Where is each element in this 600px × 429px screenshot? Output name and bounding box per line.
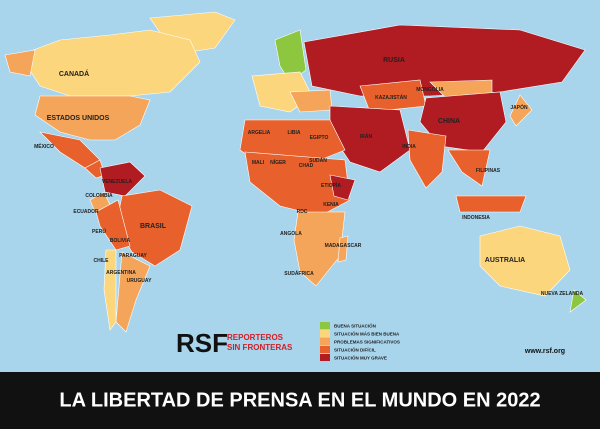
country-label: MALI xyxy=(252,160,265,166)
legend-label: SITUACIÓN DIFÍCIL xyxy=(334,346,376,353)
country-label: IRÁN xyxy=(360,133,373,140)
country-label: BRASIL xyxy=(140,223,167,230)
country-label: ETIOPÍA xyxy=(321,181,341,189)
country-label: INDIA xyxy=(402,144,416,150)
country-label: CHILE xyxy=(94,258,110,264)
country-label: PERÚ xyxy=(92,228,106,235)
country-label: URUGUAY xyxy=(127,278,152,284)
country-label: KENIA xyxy=(323,202,339,208)
land xyxy=(95,199,131,251)
country-label: MONGOLIA xyxy=(416,87,444,93)
country-label: AUSTRALIA xyxy=(485,257,525,264)
country-label: LIBIA xyxy=(287,130,300,136)
country-label: MADAGASCAR xyxy=(325,243,362,249)
country-label: CHAD xyxy=(299,163,314,169)
country-label: PARAGUAY xyxy=(119,253,147,259)
land xyxy=(509,94,533,127)
country-label: SUDÁFRICA xyxy=(284,270,314,277)
country-label: ECUADOR xyxy=(73,209,99,215)
land xyxy=(4,49,36,77)
land xyxy=(19,29,201,97)
country-label: RDC xyxy=(297,209,308,215)
legend-label: BUENA SITUACIÓN xyxy=(334,322,376,329)
legend-swatch xyxy=(320,338,330,345)
title: LA LIBERTAD DE PRENSA EN EL MUNDO EN 202… xyxy=(59,389,540,411)
land xyxy=(479,225,571,297)
country-label: MÉXICO xyxy=(34,142,54,150)
land xyxy=(455,195,527,213)
legend-swatch xyxy=(320,346,330,353)
legend-label: SITUACIÓN MUY GRAVE xyxy=(334,354,387,361)
country-label: JAPÓN xyxy=(510,103,528,111)
country-label: FILIPINAS xyxy=(476,168,501,174)
country-label: KAZAJISTÁN xyxy=(375,94,407,101)
country-label: NUEVA ZELANDA xyxy=(541,291,584,297)
land xyxy=(407,129,447,189)
country-label: VENEZUELA xyxy=(102,179,133,185)
country-labels: CANADÁ ESTADOS UNIDOS MÉXICO BRASIL PERÚ BOLI… xyxy=(34,57,583,297)
country-label: SUDÁN xyxy=(309,157,327,164)
land xyxy=(34,95,151,141)
country-label: CANADÁ xyxy=(59,69,89,78)
title-bar xyxy=(0,372,600,429)
legend-swatch xyxy=(320,322,330,329)
country-label: ARGELIA xyxy=(248,130,271,136)
legend-label: SITUACIÓN MÁS BIEN BUENA xyxy=(334,330,400,337)
land xyxy=(115,251,151,333)
legend-swatch xyxy=(320,354,330,361)
land xyxy=(103,249,117,331)
legend-swatch xyxy=(320,330,330,337)
land xyxy=(303,24,586,97)
country-label: ARGENTINA xyxy=(106,270,136,276)
country-label: CHINA xyxy=(438,118,460,125)
logo-line: REPORTEROS xyxy=(227,333,284,342)
country-label: INDONESIA xyxy=(462,215,490,221)
land xyxy=(569,289,587,313)
url: www.rsf.org xyxy=(524,348,565,355)
logo-mark: RSF xyxy=(176,328,228,358)
land-regions xyxy=(4,11,587,333)
land xyxy=(99,161,146,197)
land xyxy=(329,174,356,201)
country-label: ANGOLA xyxy=(280,231,302,237)
country-label: RUSIA xyxy=(383,57,405,64)
land xyxy=(447,149,491,187)
land xyxy=(337,235,349,263)
country-label: EGIPTO xyxy=(310,135,329,141)
country-label: ESTADOS UNIDOS xyxy=(47,115,110,122)
country-label: COLOMBIA xyxy=(85,193,113,199)
country-label: NÍGER xyxy=(270,158,286,166)
country-label: BOLIVIA xyxy=(110,238,131,244)
legend-label: PROBLEMAS SIGNIFICATIVOS xyxy=(334,340,400,345)
logo-line: SIN FRONTERAS xyxy=(227,343,293,352)
land xyxy=(293,211,346,287)
